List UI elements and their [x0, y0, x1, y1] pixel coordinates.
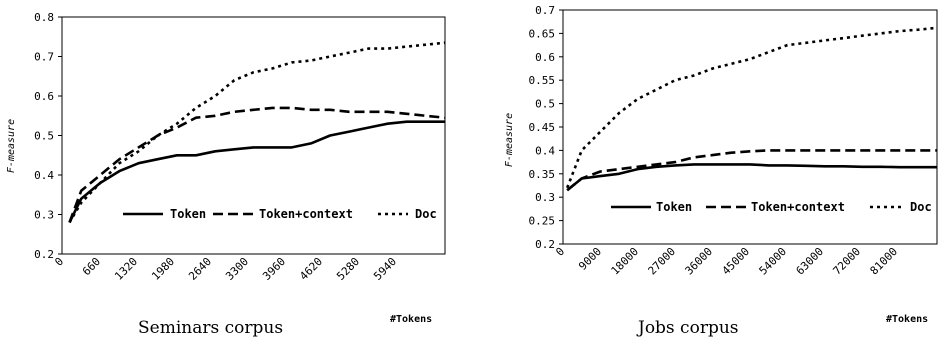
chart2-legend-label: Doc	[910, 200, 932, 214]
chart2-y-tick-label: 0.7	[535, 4, 555, 17]
chart1-x-tick-label: 660	[80, 255, 103, 278]
chart2-x-tick-label: 18000	[609, 245, 642, 278]
chart2-x-tick-label: 63000	[794, 245, 827, 278]
chart1-x-tick-label: 0	[52, 255, 66, 269]
chart1-y-axis-title: F-measure	[6, 119, 17, 173]
chart1-x-tick-label: 4620	[297, 255, 325, 283]
chart2-y-tick-label: 0.55	[529, 74, 556, 87]
chart1-y-tick-label: 0.6	[34, 90, 54, 103]
chart1-series-token-context-line	[68, 106, 446, 223]
chart2-x-tick-label: 54000	[757, 245, 790, 278]
chart1-y-tick-label: 0.4	[34, 169, 54, 182]
chart1-series-token-line	[68, 120, 445, 223]
chart2-x-tick-label: 72000	[831, 245, 864, 278]
chart2-plot-area	[562, 9, 938, 245]
chart2-y-tick-label: 0.5	[535, 98, 555, 111]
chart2-series-token-context-line	[566, 149, 937, 192]
chart2-x-tick-label: 81000	[868, 245, 901, 278]
chart2-legend-label: Token	[656, 200, 692, 214]
chart2-y-tick-label: 0.2	[535, 238, 555, 251]
chart1-legend-label: Token+context	[259, 207, 353, 221]
chart2-y-tick-label: 0.45	[529, 121, 556, 134]
chart1-y-tick-label: 0.8	[34, 11, 54, 24]
chart2-y-axis-title: F-measure	[504, 113, 515, 167]
chart1-x-tick-label: 3960	[260, 255, 288, 283]
chart1-x-units-label: #Tokens	[390, 314, 432, 325]
chart2-x-tick-label: 27000	[646, 245, 679, 278]
chart1-legend-label: Token	[170, 207, 206, 221]
chart1-x-tick-label: 5280	[334, 255, 362, 283]
chart1-series-doc-line	[68, 41, 446, 224]
chart2-x-tick-label: 0	[553, 245, 567, 259]
chart2-series-doc-line	[565, 26, 938, 189]
chart2-y-tick-label: 0.35	[529, 168, 556, 181]
chart2-y-tick-label: 0.25	[529, 215, 556, 228]
chart2-x-units-label: #Tokens	[886, 314, 928, 325]
chart1-y-tick-label: 0.7	[34, 51, 54, 64]
chart2-x-tick-label: 45000	[720, 245, 753, 278]
chart2-y-tick-label: 0.3	[535, 191, 555, 204]
chart2-x-axis-title: Jobs corpus	[636, 318, 739, 338]
chart2-legend-label: Token+context	[751, 200, 845, 214]
chart2-y-tick-label: 0.4	[535, 144, 555, 157]
chart1-y-tick-label: 0.2	[34, 248, 54, 261]
chart1-x-tick-label: 1980	[149, 255, 177, 283]
chart1-x-axis-title: Seminars corpus	[138, 318, 283, 338]
chart1-y-tick-label: 0.5	[34, 130, 54, 143]
chart2-x-tick-label: 36000	[683, 245, 716, 278]
chart1-plot-area	[61, 16, 446, 255]
chart1-legend-label: Doc	[415, 207, 437, 221]
chart1-x-tick-label: 3300	[223, 255, 251, 283]
chart1-x-tick-label: 2640	[186, 255, 214, 283]
chart1-x-tick-label: 5940	[371, 255, 399, 283]
chart2-x-tick-label: 9000	[576, 245, 604, 273]
chart2-y-tick-label: 0.6	[535, 51, 555, 64]
chart2-series-token-line	[566, 163, 937, 192]
chart1-x-tick-label: 1320	[112, 255, 140, 283]
chart1-y-tick-label: 0.3	[34, 209, 54, 222]
chart2-y-tick-label: 0.65	[529, 27, 556, 40]
